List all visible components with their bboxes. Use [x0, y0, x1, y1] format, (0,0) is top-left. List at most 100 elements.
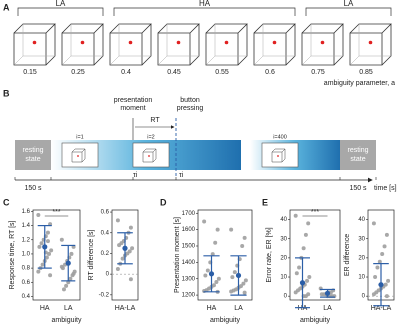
data-point: [39, 241, 44, 246]
data-point: [36, 269, 41, 274]
y-tick-label: 30: [280, 236, 287, 242]
significance: ***: [52, 209, 60, 216]
data-point: [69, 251, 74, 256]
data-point: [243, 278, 248, 283]
tau-label: τi: [133, 172, 138, 179]
x-tick-label: HA: [207, 305, 217, 312]
cube-value: 0.85: [359, 69, 373, 76]
data-point: [306, 221, 311, 226]
x-tick-label: HA: [298, 305, 308, 312]
cube-dot: [176, 40, 181, 45]
y-tick-label: 0: [362, 294, 366, 300]
data-point: [64, 283, 69, 288]
y-tick-label: 30: [358, 236, 365, 242]
cube-value: 0.6: [265, 69, 275, 76]
data-point: [230, 275, 235, 280]
x-tick-label: HA-LA: [115, 305, 136, 312]
cube-hidden-edge: [109, 24, 151, 66]
panel-label: C: [3, 197, 10, 207]
data-point: [384, 294, 389, 299]
cube-value: 0.75: [311, 69, 325, 76]
mean-marker: [42, 244, 48, 250]
data-point: [377, 259, 382, 264]
mean-marker: [324, 290, 331, 296]
x-tick-label: HA: [40, 305, 50, 312]
presentation-label: moment: [120, 105, 145, 112]
data-point: [49, 248, 54, 253]
panel-label: B: [3, 88, 10, 98]
group-bracket: [113, 7, 296, 16]
cube-value: 0.25: [71, 69, 85, 76]
cube-hidden-edge: [205, 24, 247, 66]
axis-label: ambiguity parameter, a: [324, 80, 395, 87]
data-point: [128, 277, 133, 282]
mean-marker: [299, 280, 306, 286]
group-bracket: [17, 7, 104, 16]
data-point: [128, 225, 133, 230]
data-point: [229, 289, 234, 294]
y-tick-label: 1200: [182, 293, 196, 299]
button-label: pressing: [177, 105, 204, 112]
plot-frame: [32, 209, 81, 301]
cube-dot: [128, 40, 133, 45]
mini-cube: [271, 148, 286, 163]
mini-dot: [148, 155, 150, 157]
y-tick-label: 0.4: [22, 294, 31, 300]
data-point: [48, 273, 53, 278]
data-point: [214, 280, 219, 284]
y-tick-label: 1700: [182, 211, 196, 217]
duration-label: 150 s: [24, 185, 42, 192]
data-point: [242, 290, 247, 295]
data-point: [305, 278, 310, 283]
panel-label: A: [3, 2, 10, 12]
data-point: [371, 221, 376, 226]
y-tick-label: 40: [358, 217, 365, 223]
trial-label: i=2: [147, 134, 155, 140]
y-axis-label: RT difference [s]: [88, 229, 95, 280]
duration-label: 150 s: [349, 185, 367, 192]
data-point: [68, 276, 73, 281]
y-tick-label: 40: [280, 217, 287, 223]
mini-cube: [71, 148, 86, 163]
cube-value: 0.55: [215, 69, 229, 76]
data-point: [117, 243, 122, 248]
y-tick-label: 1.6: [22, 209, 31, 215]
data-point: [293, 290, 298, 295]
data-point: [115, 218, 120, 223]
data-point: [45, 239, 50, 244]
data-point: [202, 219, 207, 224]
y-tick-label: 0.4: [101, 230, 110, 236]
cube-hidden-edge: [61, 24, 103, 66]
trial-label: i=1: [76, 134, 84, 140]
panel-label: E: [262, 197, 268, 207]
cube-dot: [224, 40, 229, 45]
y-tick-label: 0: [284, 294, 288, 300]
plot-frame: [197, 209, 253, 301]
mini-cube: [142, 148, 157, 163]
data-point: [386, 278, 391, 283]
plot-frame: [289, 209, 341, 301]
group-label: LA: [56, 0, 66, 8]
cube-value: 0.4: [121, 69, 131, 76]
y-tick-label: 10: [280, 275, 287, 281]
data-point: [115, 266, 120, 271]
mini-dot: [77, 155, 79, 157]
cube-value: 0.15: [23, 69, 37, 76]
mean-marker: [122, 245, 128, 251]
y-tick-label: -0.2: [99, 292, 110, 298]
y-tick-label: 1.0: [22, 252, 31, 258]
x-tick-label: HA-LA: [371, 305, 392, 312]
data-point: [294, 271, 299, 276]
y-tick-label: 0.6: [101, 210, 110, 216]
y-axis-label: Presentation moment [s]: [174, 217, 181, 293]
data-point: [210, 252, 215, 257]
y-tick-label: 0.2: [101, 251, 110, 257]
data-point: [215, 227, 220, 232]
data-point: [61, 287, 66, 292]
data-point: [40, 262, 45, 267]
cube-hidden-edge: [301, 24, 343, 66]
data-point: [120, 256, 125, 261]
data-point: [71, 271, 76, 276]
tau-label: τi: [179, 172, 184, 179]
